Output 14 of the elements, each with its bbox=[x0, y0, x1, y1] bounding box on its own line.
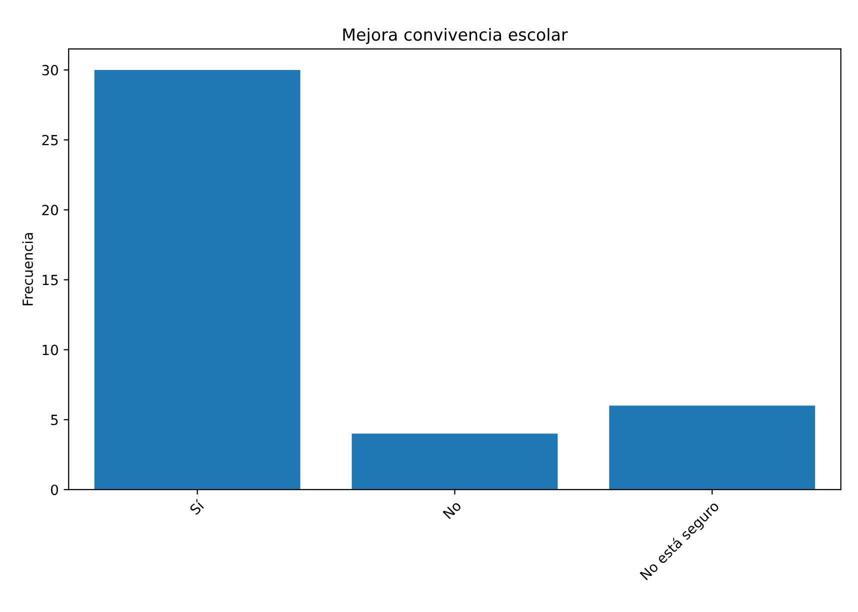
bar bbox=[94, 70, 300, 490]
chart-title: Mejora convivencia escolar bbox=[343, 28, 568, 44]
y-tick-label: 25 bbox=[42, 134, 58, 146]
bar bbox=[352, 434, 558, 490]
y-tick-label: 20 bbox=[42, 204, 58, 216]
x-tick-label: No bbox=[442, 500, 462, 520]
y-tick-label: 0 bbox=[50, 484, 58, 496]
y-tick-label: 5 bbox=[51, 414, 58, 426]
bar bbox=[609, 406, 816, 490]
y-tick-label: 10 bbox=[42, 344, 58, 356]
y-axis-title: Frecuencia bbox=[22, 233, 33, 306]
y-tick-label: 15 bbox=[42, 274, 58, 286]
x-tick-label: Sí bbox=[188, 498, 206, 516]
y-tick-label: 30 bbox=[42, 64, 58, 76]
